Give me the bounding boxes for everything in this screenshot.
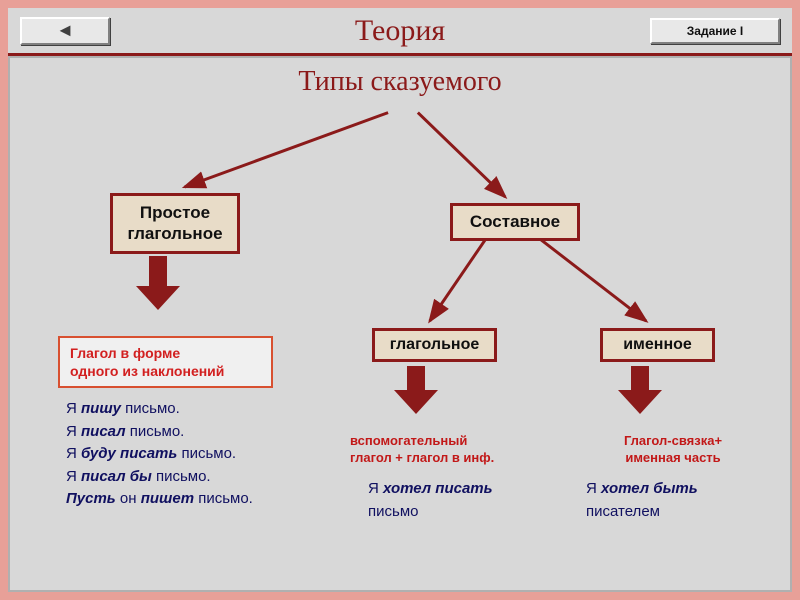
examples-nominal: Я хотел быть писателем <box>586 478 766 523</box>
block-arrow-icon <box>394 366 438 414</box>
task-button[interactable]: Задание I <box>650 18 780 44</box>
examples-simple: Я пишу письмо.Я писал письмо. Я буду пис… <box>66 398 326 511</box>
node-simple-verbal: Простоеглагольное <box>110 193 240 254</box>
node-compound-verbal: глагольное <box>372 328 497 362</box>
node-compound: Составное <box>450 203 580 241</box>
node-compound-nominal: именное <box>600 328 715 362</box>
back-button[interactable]: ◄ <box>20 17 110 45</box>
page-title: Теория <box>355 14 445 48</box>
examples-verbal: Я хотел писать письмо <box>368 478 568 523</box>
back-arrow-icon: ◄ <box>56 20 74 41</box>
desc-simple: Глагол в формеодного из наклонений <box>58 336 273 388</box>
block-arrow-icon <box>136 256 180 310</box>
outer-frame: ◄ Теория Задание I Типы сказуемого Прост… <box>0 0 800 600</box>
top-bar: ◄ Теория Задание I <box>8 8 792 56</box>
desc-verbal: вспомогательныйглагол + глагол в инф. <box>350 433 550 467</box>
diagram-panel: Типы сказуемого Простоеглагольное Состав… <box>8 56 792 592</box>
diagram-subtitle: Типы сказуемого <box>10 66 790 98</box>
desc-nominal: Глагол-связка+именная часть <box>588 433 758 467</box>
block-arrow-icon <box>618 366 662 414</box>
